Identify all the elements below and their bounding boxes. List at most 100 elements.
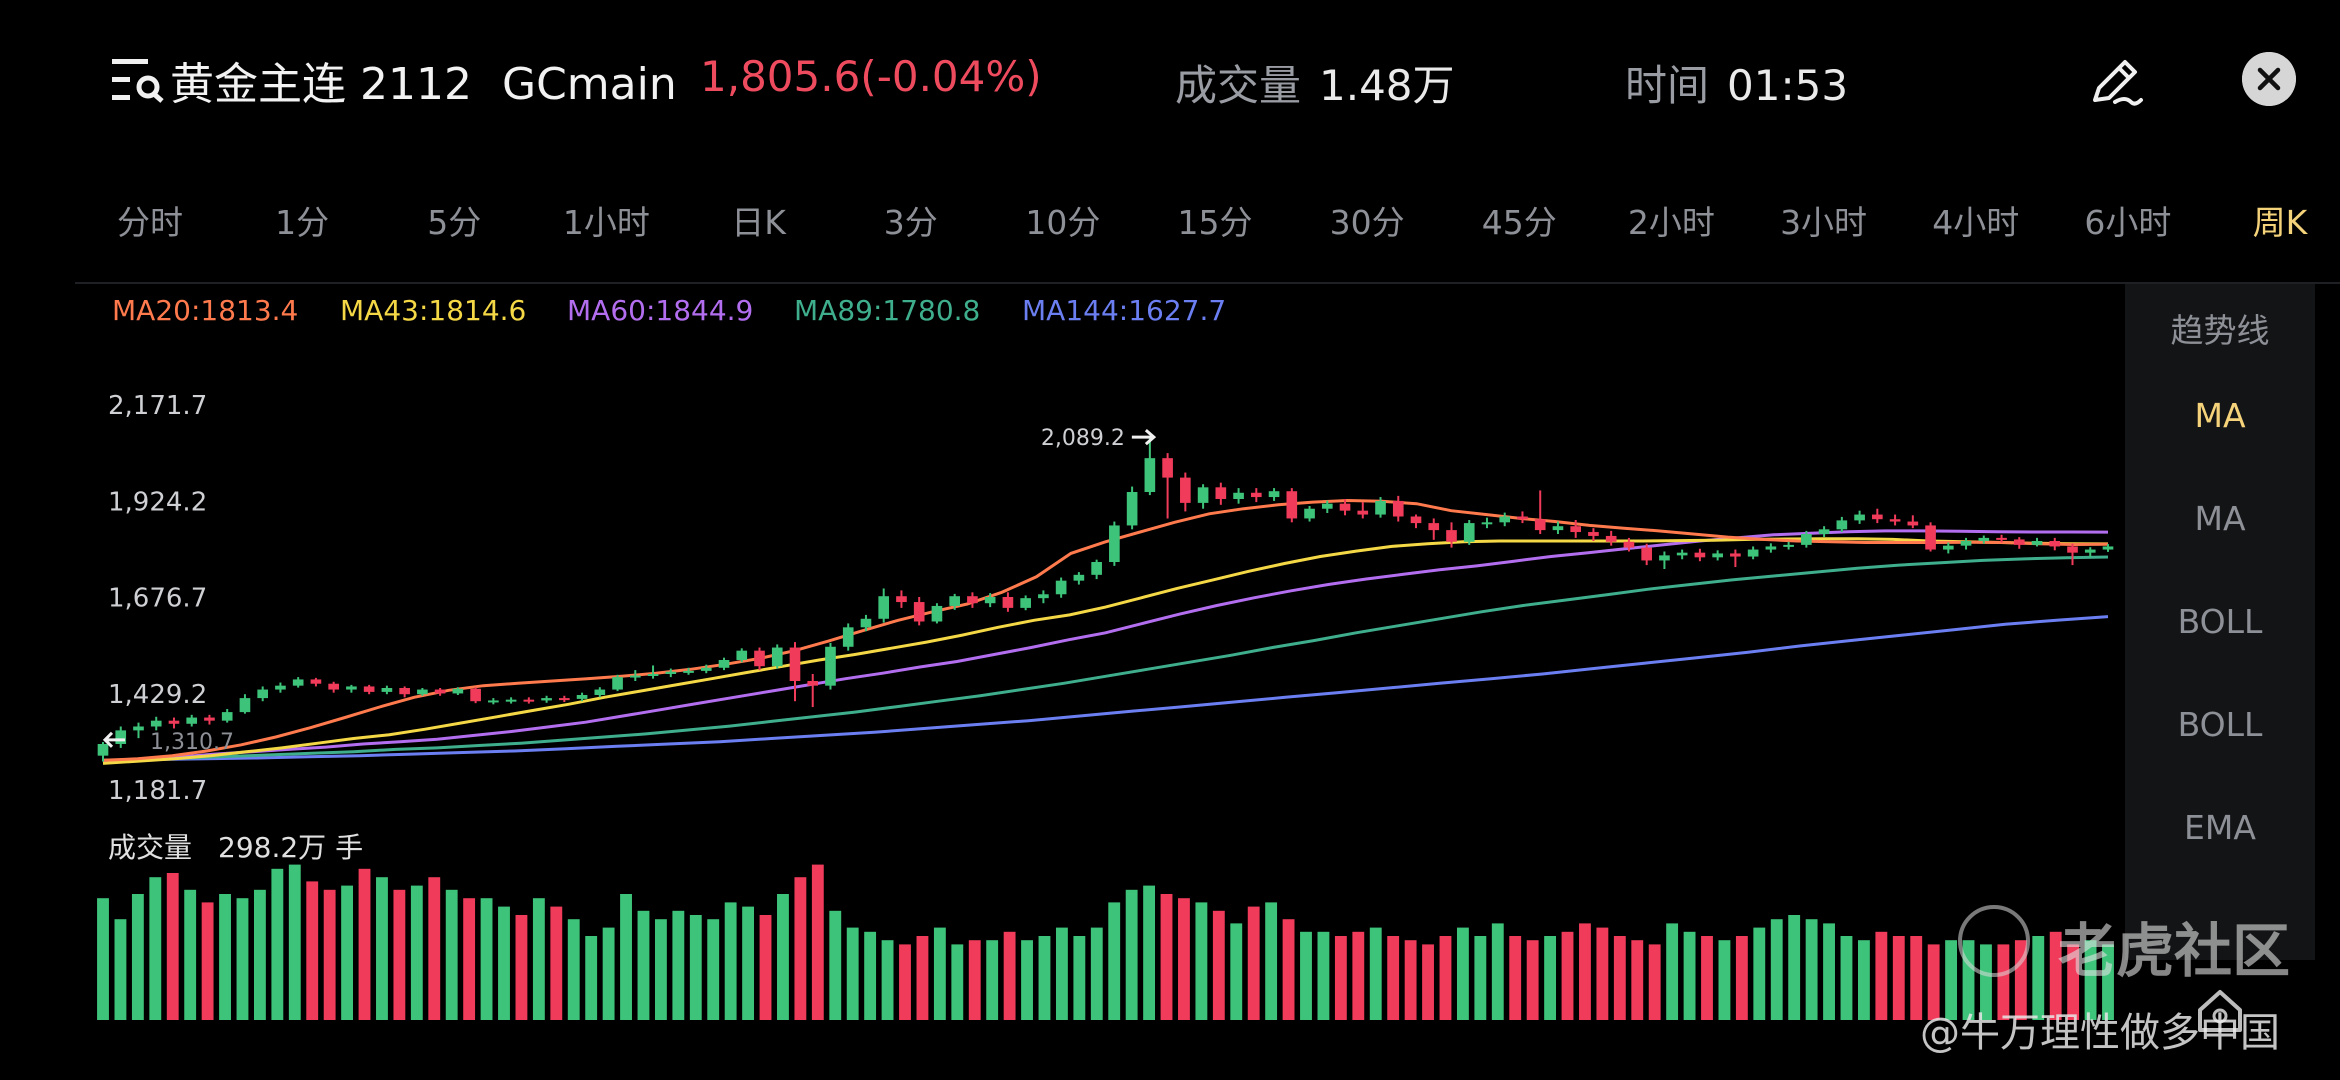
- candle-body: [2049, 540, 2061, 547]
- candle-body: [221, 712, 233, 721]
- candle-body: [1392, 500, 1404, 517]
- tab-3[interactable]: 1小时: [562, 203, 650, 242]
- volume-bar: [1561, 931, 1574, 1020]
- volume-bar: [201, 902, 214, 1020]
- pencil-icon[interactable]: [2085, 52, 2145, 112]
- tab-2[interactable]: 5分: [427, 203, 482, 242]
- candle-body: [1109, 525, 1120, 562]
- tab-11[interactable]: 3小时: [1780, 203, 1868, 242]
- candle-body: [771, 647, 783, 667]
- candle-body: [2013, 539, 2025, 545]
- volume-bar: [550, 906, 563, 1020]
- candle-body: [1942, 545, 1954, 550]
- candle-body: [1463, 523, 1475, 542]
- candle-body: [1428, 523, 1440, 531]
- volume-bar: [672, 910, 685, 1020]
- tab-9[interactable]: 45分: [1481, 203, 1557, 242]
- candle-body: [896, 596, 907, 603]
- volume-bar: [1474, 936, 1487, 1020]
- indicator-ma[interactable]: MA: [2194, 499, 2246, 538]
- indicator-ma[interactable]: MA: [2194, 396, 2246, 435]
- candle-body: [97, 743, 109, 756]
- low-price-label: 1,310.7: [150, 730, 234, 755]
- volume-bar: [1195, 902, 1208, 1020]
- volume-bar: [428, 877, 441, 1020]
- indicator-boll[interactable]: BOLL: [2177, 602, 2263, 641]
- tab-0[interactable]: 分时: [117, 203, 183, 242]
- tab-1[interactable]: 1分: [275, 203, 330, 242]
- volume-bar: [689, 915, 702, 1020]
- tab-5[interactable]: 3分: [883, 203, 938, 242]
- close-button[interactable]: [2242, 52, 2296, 106]
- tab-10[interactable]: 2小时: [1627, 203, 1715, 242]
- indicator-ema[interactable]: EMA: [2184, 808, 2256, 847]
- volume-bar: [1055, 927, 1068, 1020]
- candle-body: [1091, 561, 1102, 575]
- volume-panel-title: 成交量: [108, 831, 193, 864]
- candle-body: [1180, 477, 1191, 503]
- volume-bar: [1910, 936, 1923, 1020]
- volume-label: 成交量: [1175, 61, 1302, 110]
- candle-body: [488, 700, 499, 703]
- candle-body: [381, 687, 393, 692]
- tiger-logo-icon: [1958, 905, 2030, 977]
- candle-body: [1925, 525, 1936, 550]
- tab-8[interactable]: 30分: [1329, 203, 1405, 242]
- tab-4[interactable]: 日K: [731, 203, 786, 242]
- candle-body: [1481, 522, 1493, 525]
- tab-12[interactable]: 4小时: [1932, 203, 2020, 242]
- volume-bar: [777, 894, 789, 1020]
- volume-bar: [410, 885, 423, 1020]
- volume-bar: [1212, 910, 1225, 1020]
- volume-bar: [1439, 936, 1452, 1020]
- volume-bar: [742, 906, 755, 1020]
- candle-body: [1517, 516, 1528, 520]
- volume-bar: [358, 868, 371, 1020]
- home-icon: [2198, 990, 2242, 1032]
- volume-panel-label: 成交量 298.2万 手: [108, 826, 363, 866]
- tab-6[interactable]: 10分: [1025, 203, 1101, 242]
- candle-body: [1623, 541, 1635, 548]
- candle-body: [2102, 546, 2114, 550]
- candle-body: [1002, 596, 1014, 608]
- instrument-title[interactable]: 黄金主连 2112 GCmain: [170, 48, 677, 112]
- volume-bar: [1317, 931, 1330, 1020]
- candle-body: [1304, 508, 1315, 519]
- volume-bar: [759, 915, 772, 1020]
- candle-body: [1499, 516, 1511, 523]
- candle-body: [452, 688, 464, 694]
- volume-bar: [1300, 931, 1312, 1020]
- candle-body: [665, 671, 677, 674]
- volume-bar: [1857, 940, 1870, 1020]
- volume-bar: [602, 927, 615, 1020]
- candle-body: [878, 596, 890, 619]
- candle-body: [1321, 503, 1333, 509]
- volume-bar: [1718, 940, 1731, 1020]
- tab-13[interactable]: 6小时: [2084, 203, 2172, 242]
- candle-body: [825, 646, 836, 686]
- volume-bar: [480, 898, 493, 1020]
- volume-bar: [1735, 936, 1748, 1020]
- volume-bar: [1962, 940, 1975, 1020]
- ma-line-ma60: [102, 529, 2109, 763]
- price-change: 1,805.6(-0.04%): [700, 52, 1042, 101]
- candle-body: [647, 673, 659, 676]
- volume-panel-value: 298.2万 手: [218, 831, 364, 864]
- candle-body: [1286, 491, 1298, 519]
- indicator-趋势线[interactable]: 趋势线: [2170, 311, 2270, 350]
- volume-bar: [1090, 927, 1103, 1020]
- high-price-label: 2,089.2: [1041, 426, 1125, 451]
- candle-body: [718, 659, 730, 668]
- volume-bar: [637, 910, 650, 1020]
- tab-14[interactable]: 周K: [2252, 203, 2308, 242]
- volume-bar: [498, 906, 510, 1020]
- candle-body: [257, 689, 269, 699]
- tab-7[interactable]: 15分: [1177, 203, 1253, 242]
- volume-bar: [1980, 944, 1992, 1020]
- indicator-boll[interactable]: BOLL: [2177, 705, 2263, 744]
- candle-body: [310, 679, 322, 684]
- volume-bar: [2014, 940, 2027, 1020]
- volume-bar: [794, 877, 807, 1020]
- list-search-icon[interactable]: [112, 57, 164, 103]
